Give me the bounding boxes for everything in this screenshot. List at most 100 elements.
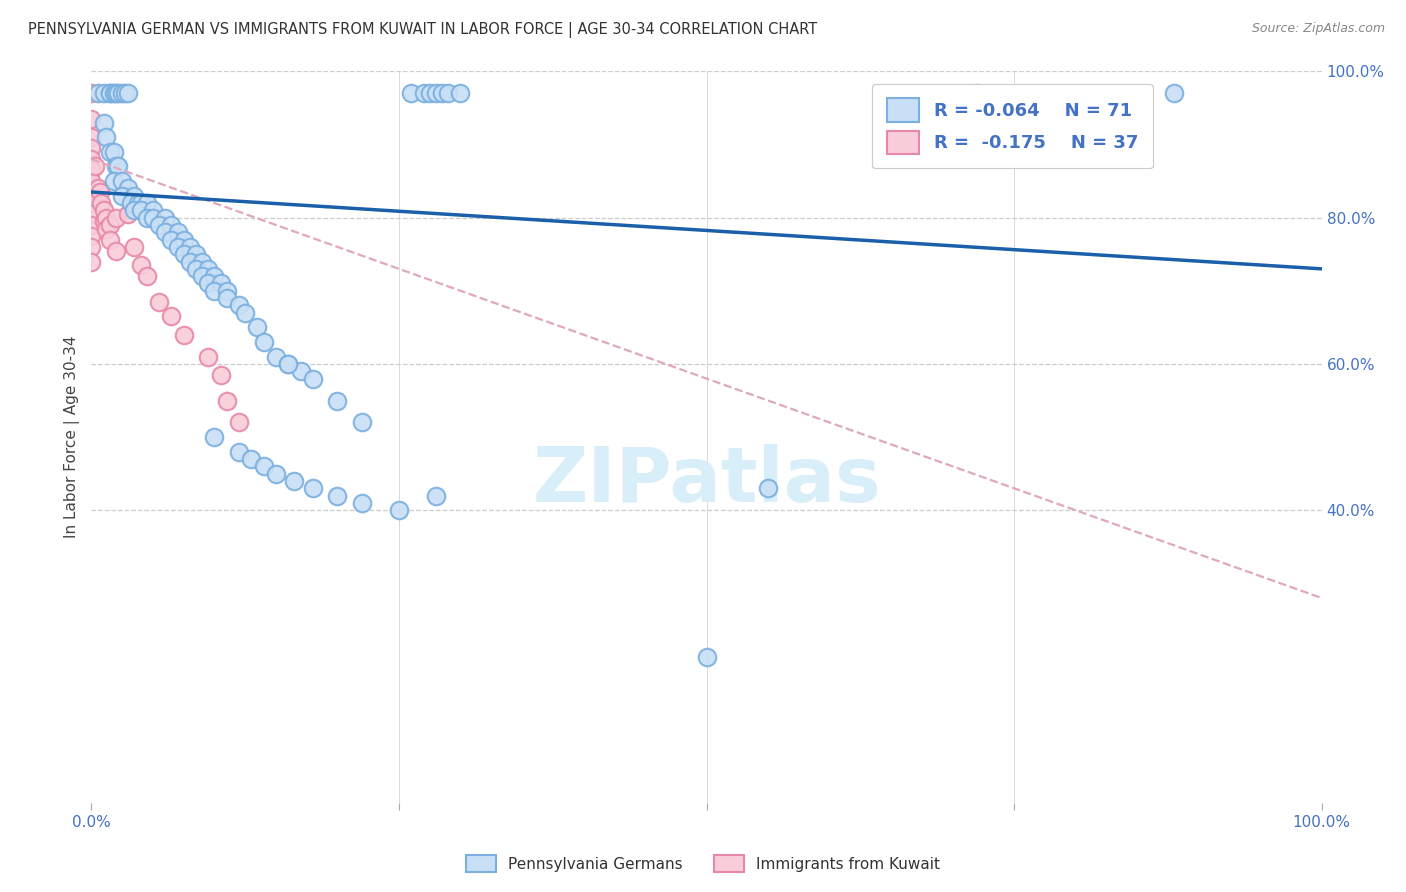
- Point: [98, 87, 121, 101]
- Point: [107, 87, 129, 101]
- Point: [425, 489, 447, 503]
- Point: [84, 160, 107, 174]
- Point: [326, 489, 349, 503]
- Point: [80, 163, 103, 178]
- Point: [142, 211, 165, 225]
- Point: [1163, 87, 1185, 101]
- Point: [197, 277, 219, 291]
- Point: [215, 393, 238, 408]
- Point: [135, 269, 157, 284]
- Point: [86, 87, 108, 101]
- Point: [228, 444, 250, 458]
- Point: [105, 244, 127, 258]
- Point: [301, 371, 323, 385]
- Point: [388, 503, 411, 517]
- Point: [202, 269, 225, 284]
- Legend: Pennsylvania Germans, Immigrants from Kuwait: Pennsylvania Germans, Immigrants from Ku…: [458, 847, 948, 880]
- Point: [326, 393, 349, 408]
- Point: [173, 247, 195, 261]
- Point: [93, 214, 115, 228]
- Point: [80, 141, 103, 155]
- Point: [103, 174, 125, 188]
- Point: [80, 207, 103, 221]
- Point: [173, 327, 195, 342]
- Point: [352, 416, 374, 430]
- Point: [98, 87, 121, 101]
- Point: [166, 240, 188, 254]
- Point: [290, 364, 312, 378]
- Point: [93, 203, 115, 218]
- Point: [209, 277, 232, 291]
- Point: [120, 196, 142, 211]
- Legend: R = -0.064    N = 71, R =  -0.175    N = 37: R = -0.064 N = 71, R = -0.175 N = 37: [873, 84, 1153, 169]
- Point: [98, 145, 121, 159]
- Point: [228, 298, 250, 312]
- Point: [80, 196, 103, 211]
- Point: [160, 310, 183, 324]
- Point: [277, 357, 299, 371]
- Point: [80, 254, 103, 268]
- Point: [103, 87, 125, 101]
- Point: [96, 211, 117, 225]
- Point: [301, 481, 323, 495]
- Point: [142, 203, 165, 218]
- Point: [160, 233, 183, 247]
- Point: [117, 87, 139, 101]
- Point: [179, 240, 201, 254]
- Point: [90, 196, 112, 211]
- Point: [253, 459, 276, 474]
- Point: [111, 87, 134, 101]
- Point: [756, 481, 779, 495]
- Point: [215, 291, 238, 305]
- Point: [695, 649, 717, 664]
- Point: [215, 284, 238, 298]
- Point: [80, 130, 103, 145]
- Point: [114, 87, 136, 101]
- Point: [160, 218, 183, 232]
- Point: [117, 181, 139, 195]
- Point: [111, 188, 134, 202]
- Point: [191, 269, 214, 284]
- Point: [80, 112, 103, 126]
- Point: [129, 196, 152, 211]
- Point: [103, 145, 125, 159]
- Point: [430, 87, 453, 101]
- Point: [124, 203, 146, 218]
- Text: PENNSYLVANIA GERMAN VS IMMIGRANTS FROM KUWAIT IN LABOR FORCE | AGE 30-34 CORRELA: PENNSYLVANIA GERMAN VS IMMIGRANTS FROM K…: [28, 22, 817, 38]
- Point: [127, 196, 149, 211]
- Point: [240, 452, 263, 467]
- Point: [148, 218, 170, 232]
- Point: [173, 233, 195, 247]
- Point: [184, 247, 207, 261]
- Point: [166, 225, 188, 239]
- Point: [80, 240, 103, 254]
- Point: [184, 261, 207, 276]
- Point: [80, 185, 103, 199]
- Point: [96, 130, 117, 145]
- Point: [179, 254, 201, 268]
- Point: [202, 430, 225, 444]
- Point: [148, 294, 170, 309]
- Point: [197, 350, 219, 364]
- Point: [96, 221, 117, 235]
- Point: [80, 174, 103, 188]
- Point: [80, 218, 103, 232]
- Point: [253, 334, 276, 349]
- Point: [93, 115, 115, 129]
- Text: ZIPatlas: ZIPatlas: [533, 444, 880, 518]
- Point: [419, 87, 441, 101]
- Point: [117, 207, 139, 221]
- Point: [105, 87, 127, 101]
- Point: [80, 228, 103, 243]
- Point: [135, 211, 157, 225]
- Point: [246, 320, 269, 334]
- Point: [197, 261, 219, 276]
- Point: [449, 87, 471, 101]
- Point: [209, 368, 232, 382]
- Point: [129, 258, 152, 272]
- Point: [93, 87, 115, 101]
- Point: [105, 160, 127, 174]
- Point: [399, 87, 422, 101]
- Point: [277, 357, 299, 371]
- Point: [153, 211, 177, 225]
